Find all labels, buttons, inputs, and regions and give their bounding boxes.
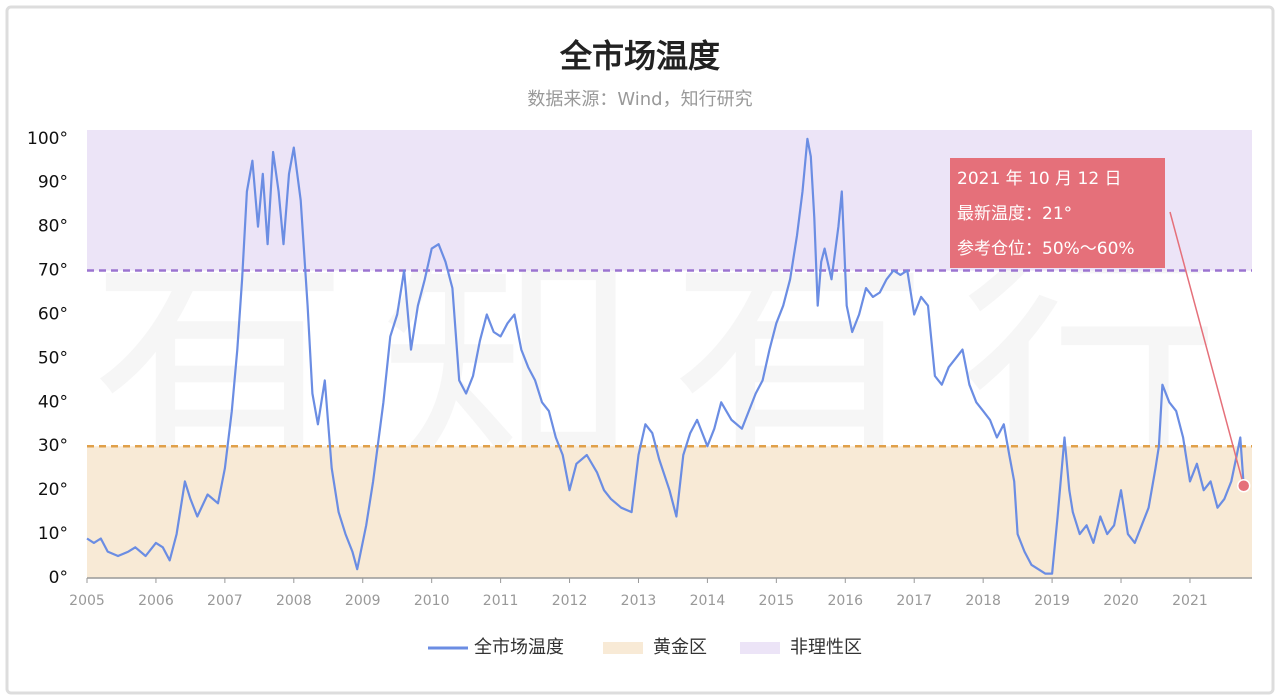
x-tick-label: 2008 (276, 593, 312, 609)
y-tick-label: 50° (38, 348, 68, 368)
annotation-box (950, 158, 1165, 268)
x-tick-label: 2007 (207, 593, 243, 609)
y-tick-label: 40° (38, 392, 68, 412)
legend-swatch (740, 642, 780, 654)
chart-title: 全市场温度 (559, 37, 720, 75)
y-tick-label: 80° (38, 217, 68, 237)
x-tick-label: 2014 (690, 593, 726, 609)
x-tick-label: 2018 (965, 593, 1001, 609)
x-tick-label: 2006 (138, 593, 174, 609)
last-point (1236, 479, 1251, 493)
y-tick-label: 20° (38, 480, 68, 500)
annotation-text: 2021 年 10 月 12 日 (957, 169, 1122, 189)
legend-swatch (603, 642, 643, 654)
annotation-text: 参考仓位：50%～60% (957, 239, 1135, 259)
annotation-leader (1169, 211, 1245, 486)
plot: 有知有行0°10°20°30°40°50°60°70°80°90°100°200… (27, 129, 1252, 609)
legend: 全市场温度 黄金区 非理性区 (428, 637, 862, 658)
y-tick-label: 60° (38, 304, 68, 324)
legend-label: 全市场温度 (474, 637, 564, 658)
x-tick-label: 2011 (483, 593, 519, 609)
x-tick-label: 2016 (827, 593, 863, 609)
x-tick-label: 2005 (69, 593, 105, 609)
annotation-text: 最新温度：21° (957, 204, 1072, 224)
x-tick-label: 2021 (1172, 593, 1208, 609)
x-tick-label: 2020 (1103, 593, 1139, 609)
x-tick-label: 2010 (414, 593, 450, 609)
y-tick-label: 70° (38, 261, 68, 281)
x-tick-label: 2019 (1034, 593, 1070, 609)
zone (87, 446, 1252, 578)
x-tick-label: 2013 (621, 593, 657, 609)
x-tick-label: 2009 (345, 593, 381, 609)
legend-label: 非理性区 (790, 637, 862, 658)
legend-label: 黄金区 (653, 637, 707, 658)
y-tick-label: 90° (38, 173, 68, 193)
x-tick-label: 2015 (759, 593, 795, 609)
y-tick-label: 10° (38, 524, 68, 544)
y-tick-label: 30° (38, 436, 68, 456)
x-tick-label: 2012 (552, 593, 588, 609)
x-tick-label: 2017 (896, 593, 932, 609)
chart-subtitle: 数据来源：Wind，知行研究 (527, 89, 752, 110)
series-line (86, 137, 1245, 575)
y-tick-label: 0° (49, 568, 68, 588)
y-tick-label: 100° (27, 129, 68, 149)
